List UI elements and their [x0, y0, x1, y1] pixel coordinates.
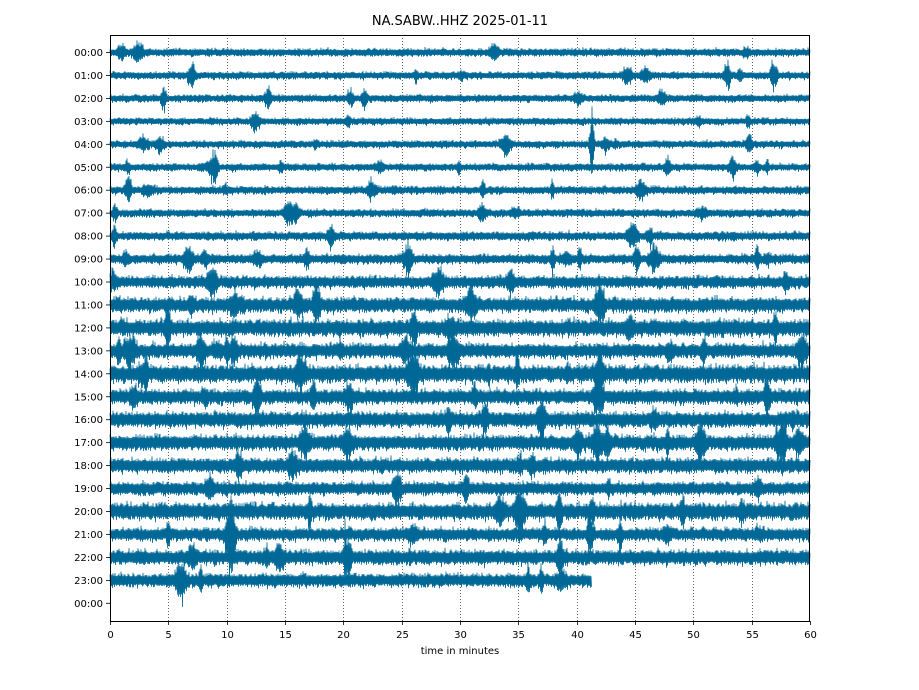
y-tick-label: 13:00 [74, 346, 103, 357]
seismic-trace [109, 175, 811, 203]
seismic-trace [109, 395, 811, 447]
y-tick-label: 12:00 [74, 323, 103, 334]
y-tick-label: 05:00 [74, 163, 103, 174]
x-tick-label: 40 [571, 630, 584, 641]
x-tick-label: 5 [165, 630, 171, 641]
y-tick-label: 04:00 [74, 140, 103, 151]
y-tick-label: 20:00 [74, 507, 103, 518]
y-tick-label: 18:00 [74, 461, 103, 472]
x-tick-label: 10 [221, 630, 234, 641]
seismic-trace [109, 484, 811, 538]
x-axis-ticks: 0 5 10 15 20 25 30 35 40 45 50 55 60 [107, 621, 817, 641]
seismic-trace [109, 237, 811, 283]
y-tick-label: 03:00 [74, 117, 103, 128]
seismic-trace [109, 85, 811, 114]
y-tick-label: 08:00 [74, 232, 103, 243]
x-tick-label: 60 [804, 630, 817, 641]
x-tick-label: 15 [279, 630, 292, 641]
seismic-trace [109, 106, 811, 174]
seismic-trace [109, 40, 811, 63]
seismic-trace [109, 201, 811, 227]
seismic-trace [109, 470, 811, 507]
seismic-trace [109, 111, 811, 134]
seismic-trace [109, 557, 592, 608]
y-tick-label: 16:00 [74, 415, 103, 426]
seismic-trace [109, 276, 811, 328]
seismic-trace [109, 222, 811, 252]
y-tick-label: 14:00 [74, 369, 103, 380]
y-tick-label: 09:00 [74, 255, 103, 266]
chart-title: NA.SABW..HHZ 2025-01-11 [372, 14, 548, 29]
seismic-trace [109, 495, 811, 587]
y-tick-label: 07:00 [74, 209, 103, 220]
x-tick-label: 50 [687, 630, 700, 641]
y-tick-label: 10:00 [74, 278, 103, 289]
y-tick-label: 01:00 [74, 71, 103, 82]
y-tick-label: 15:00 [74, 392, 103, 403]
x-tick-label: 30 [454, 630, 467, 641]
y-tick-label: 23:00 [74, 576, 103, 587]
y-tick-label: 17:00 [74, 438, 103, 449]
x-tick-label: 45 [629, 630, 642, 641]
x-axis-label: time in minutes [421, 646, 500, 657]
x-tick-label: 35 [512, 630, 525, 641]
seismic-trace [109, 149, 811, 185]
seismic-trace [109, 518, 811, 580]
trace-layer [109, 40, 811, 608]
seismic-trace [109, 265, 811, 300]
y-tick-label: 00:00 [74, 48, 103, 59]
seismic-trace [109, 446, 811, 483]
y-axis-ticks: 00:00 01:00 02:00 03:00 04:00 05:00 06:00 07:00… [74, 48, 110, 610]
seismic-trace [109, 345, 811, 399]
seismic-trace [109, 371, 811, 419]
x-tick-label: 55 [746, 630, 759, 641]
y-tick-label: 22:00 [74, 553, 103, 564]
x-tick-label: 25 [396, 630, 409, 641]
y-tick-label: 19:00 [74, 484, 103, 495]
plot-frame [110, 35, 810, 622]
seismic-trace [109, 304, 811, 351]
seismic-trace [109, 326, 811, 376]
y-tick-label: 21:00 [74, 530, 103, 541]
x-tick-label: 0 [107, 630, 113, 641]
y-tick-label: 11:00 [74, 300, 103, 311]
seismic-trace [109, 411, 811, 474]
y-tick-label: 00:00 [74, 599, 103, 610]
y-tick-label: 06:00 [74, 186, 103, 197]
x-tick-label: 20 [337, 630, 350, 641]
seismic-trace [109, 59, 811, 93]
y-tick-label: 02:00 [74, 94, 103, 105]
